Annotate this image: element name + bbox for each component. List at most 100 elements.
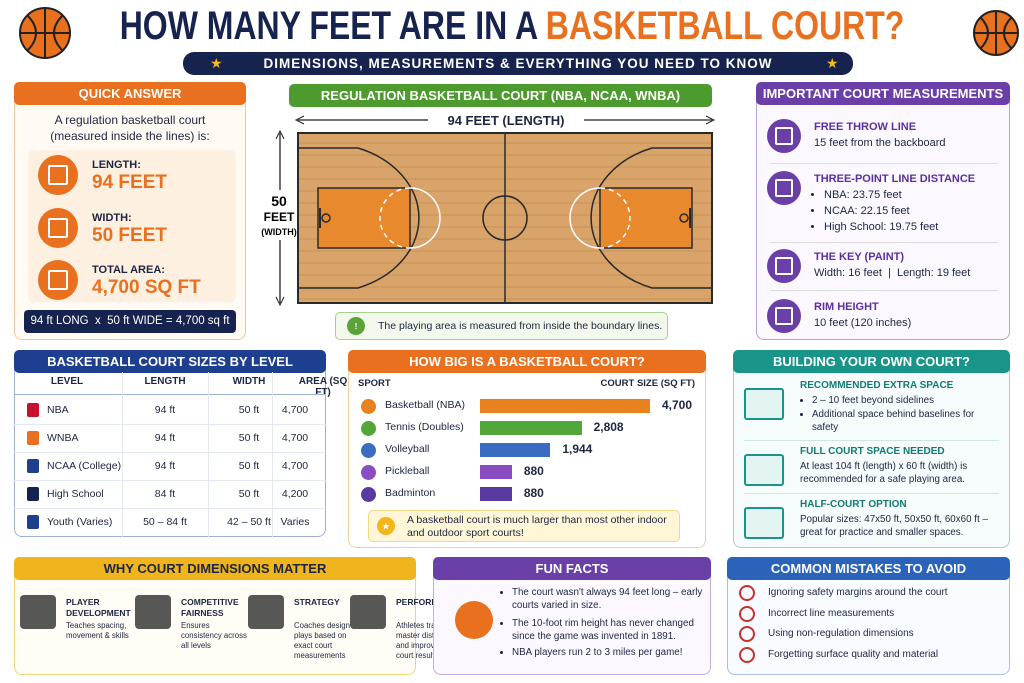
- bar: [480, 465, 512, 479]
- building-line: Additional space behind baselines for sa…: [812, 408, 997, 434]
- measure-title: FREE THROW LINE: [814, 121, 917, 133]
- building-line: At least 104 ft (length) x 60 ft (width)…: [800, 461, 968, 485]
- building-icon: [744, 454, 784, 486]
- level-logo: [27, 459, 39, 473]
- measure-icon: [767, 249, 801, 283]
- label-bg: [428, 111, 584, 129]
- measure-line: 10 feet (120 inches): [814, 317, 912, 329]
- answer-value: 4,700 SQ FT: [92, 277, 201, 298]
- why-title: PERFORMANCE: [396, 597, 463, 607]
- table-cell: 94 ft: [154, 460, 176, 472]
- table-cell: 94 ft: [154, 432, 176, 444]
- value-label: 2,808: [593, 420, 624, 434]
- width-number: 50: [271, 193, 287, 209]
- measure-line: NBA: 23.75 feet: [824, 189, 902, 201]
- section-header: COMMON MISTAKES TO AVOID: [727, 557, 1010, 580]
- building-line: 2 – 10 feet beyond sidelines: [812, 394, 997, 407]
- measure-icon: [767, 299, 801, 333]
- bar: [480, 443, 551, 457]
- bar: [480, 399, 650, 413]
- why-icon: [350, 595, 386, 629]
- rule: [14, 394, 326, 395]
- table-cell: 4,700: [281, 404, 309, 416]
- why-icon: [135, 595, 171, 629]
- fact: NBA players run 2 to 3 miles per game!: [512, 646, 704, 659]
- header-art: ★ ★: [19, 7, 1019, 75]
- width-note: (WIDTH): [261, 227, 297, 237]
- no-icon: [739, 606, 755, 622]
- row-rule: [14, 480, 326, 481]
- why-text: Coaches design plays based on exact cour…: [294, 621, 350, 660]
- section-header: WHY COURT DIMENSIONS MATTER: [14, 557, 416, 580]
- chart-header: COURT SIZE (SQ FT): [600, 378, 695, 389]
- sport-label: Badminton: [385, 487, 436, 499]
- section-header: BASKETBALL COURT SIZES BY LEVEL: [14, 350, 326, 373]
- section-header: IMPORTANT COURT MEASUREMENTS: [756, 82, 1010, 105]
- measure-icon: [767, 171, 801, 205]
- section-header: HOW BIG IS A BASKETBALL COURT?: [348, 350, 706, 373]
- title: HOW MANY FEET ARE IN A BASKETBALL COURT?: [102, 2, 921, 50]
- building-title: FULL COURT SPACE NEEDED: [800, 446, 945, 457]
- column-header: LEVEL: [50, 376, 84, 387]
- court-note: The playing area is measured from inside…: [335, 312, 668, 340]
- row-rule: [14, 452, 326, 453]
- table-cell: 50 ft: [238, 404, 260, 416]
- level-logo: [27, 515, 39, 529]
- court: [297, 132, 713, 304]
- answer-label: LENGTH:: [92, 159, 141, 171]
- basketball-icon: [19, 7, 71, 59]
- separator: [744, 493, 999, 494]
- building-title: RECOMMENDED EXTRA SPACE: [800, 380, 954, 391]
- building-icon: [744, 388, 784, 420]
- section-header: BUILDING YOUR OWN COURT?: [733, 350, 1010, 373]
- bar: [480, 487, 512, 501]
- level-logo: [27, 403, 39, 417]
- arrow-head: [294, 115, 716, 125]
- measure-line: NCAA: 22.15 feet: [824, 205, 910, 217]
- bulb-icon: !: [347, 317, 365, 335]
- level-logo: [27, 431, 39, 445]
- fact: The court wasn't always 94 feet long – e…: [512, 586, 704, 612]
- sport-icon: [360, 464, 376, 480]
- table-cell: 4,700: [281, 460, 309, 472]
- title-accent: BASKETBALL COURT?: [545, 4, 905, 48]
- why-text: Athletes train to master distances and i…: [396, 621, 455, 660]
- why-text: Ensures consistency across all levels: [181, 621, 247, 650]
- mistake: Incorrect line measurements: [768, 608, 895, 619]
- measure-line: High School: 19.75 feet: [824, 221, 938, 233]
- label-bg: [260, 190, 300, 240]
- mistake: Ignoring safety margins around the court: [768, 587, 948, 598]
- table-cell: 94 ft: [154, 404, 176, 416]
- measure-line: 15 feet from the backboard: [814, 137, 946, 149]
- table-cell: 42 – 50 ft: [227, 516, 271, 528]
- mistake: Using non-regulation dimensions: [768, 628, 914, 639]
- no-icon: [739, 647, 755, 663]
- table-cell: NCAA (College): [47, 460, 122, 472]
- sport-icon: [360, 420, 376, 436]
- why-icon: [20, 595, 56, 629]
- col-rule: [208, 372, 209, 537]
- answer-icon: [38, 260, 78, 300]
- why-text: Teaches spacing, movement & skills: [66, 621, 129, 640]
- level-logo: [27, 487, 39, 501]
- column-header: WIDTH: [232, 376, 266, 387]
- why-title: STRATEGY: [294, 597, 340, 607]
- measure-icon: [767, 119, 801, 153]
- building-icon: [744, 507, 784, 539]
- measure-title: RIM HEIGHT: [814, 301, 879, 313]
- column-header: AREA (SQ FT): [298, 376, 348, 398]
- table-cell: 50 ft: [238, 432, 260, 444]
- measure-title: THREE-POINT LINE DISTANCE: [814, 173, 976, 185]
- answer-value: 94 FEET: [92, 172, 167, 193]
- mistake: Forgetting surface quality and material: [768, 649, 939, 660]
- answer-label: WIDTH:: [92, 212, 132, 224]
- section-header: REGULATION BASKETBALL COURT (NBA, NCAA, …: [289, 84, 712, 107]
- table-cell: Varies: [280, 516, 310, 528]
- section-panel: [756, 82, 1010, 340]
- separator: [770, 163, 998, 164]
- subtitle: DIMENSIONS, MEASUREMENTS & EVERYTHING YO…: [263, 56, 773, 71]
- table-cell: 4,200: [281, 488, 309, 500]
- fact: The 10-foot rim height has never changed…: [512, 617, 704, 643]
- basketball-icon: [455, 601, 493, 639]
